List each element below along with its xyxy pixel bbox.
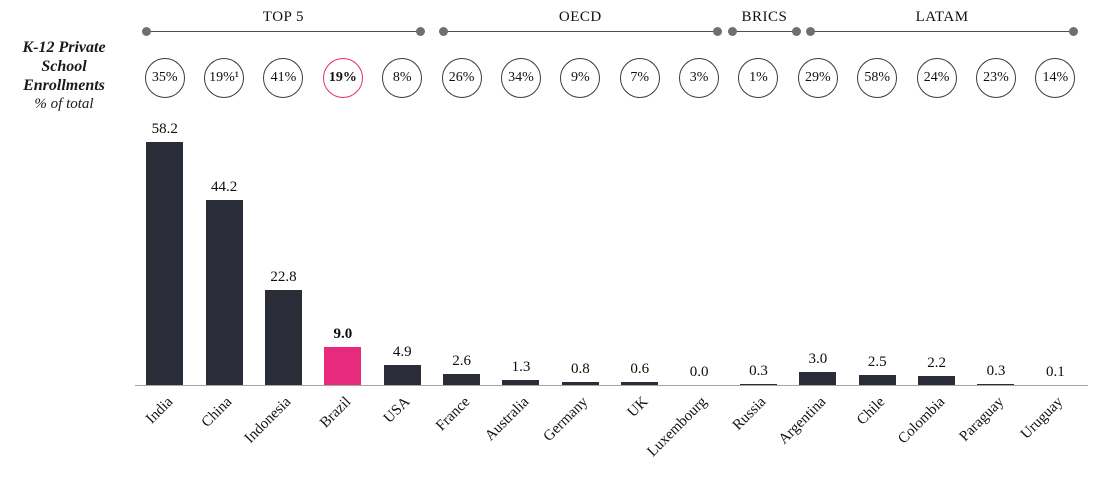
bar-value-label: 0.3 bbox=[749, 363, 768, 379]
chart-title-line: K-12 Private bbox=[22, 39, 106, 56]
stat-circle-label: 3% bbox=[689, 70, 709, 85]
bar bbox=[264, 290, 302, 385]
bar bbox=[799, 372, 837, 385]
stat-circle-label: 8% bbox=[392, 70, 412, 85]
bar-value-label: 3.0 bbox=[808, 351, 828, 367]
stat-circle: 1% bbox=[738, 58, 779, 98]
x-axis-line bbox=[135, 385, 1088, 386]
stat-circle-label: 24% bbox=[923, 70, 950, 85]
group-dot-right bbox=[415, 27, 425, 36]
stat-circle: 41% bbox=[263, 58, 304, 98]
stat-circle: 19% bbox=[322, 58, 363, 98]
chart-subtitle: % of total bbox=[34, 96, 94, 112]
stat-circle: 26% bbox=[441, 58, 482, 98]
bar bbox=[977, 384, 1015, 385]
stat-circle-label: 35% bbox=[151, 70, 178, 85]
bar-value-label: 44.2 bbox=[210, 179, 238, 195]
group-dot-right bbox=[791, 27, 801, 36]
group-label: TOP 5 bbox=[262, 9, 305, 25]
bar bbox=[383, 365, 421, 385]
bar-value-label: 2.2 bbox=[927, 355, 946, 371]
group-bracket-line bbox=[443, 31, 718, 32]
stat-circle-label: 23% bbox=[983, 70, 1009, 85]
stat-circle-label: 58% bbox=[864, 70, 891, 85]
bar bbox=[858, 375, 896, 385]
stat-circle-label: 1% bbox=[749, 70, 768, 85]
stat-circle: 3% bbox=[679, 58, 720, 98]
stat-circle: 23% bbox=[975, 58, 1016, 98]
stat-circle: 7% bbox=[619, 58, 660, 98]
group-dot-right bbox=[712, 27, 722, 36]
group-dot-left bbox=[439, 27, 449, 36]
stat-circle: 34% bbox=[500, 58, 541, 98]
group-dot-left bbox=[806, 27, 816, 36]
stat-circle-label: 29% bbox=[804, 70, 831, 85]
bar-value-label: 0.8 bbox=[570, 361, 590, 377]
bar bbox=[739, 384, 777, 385]
chart-title-line: Enrollments bbox=[23, 77, 105, 94]
bar-value-label: 2.6 bbox=[452, 353, 471, 369]
stat-circle-label: 41% bbox=[270, 70, 297, 85]
stat-circle-label: 34% bbox=[508, 70, 534, 85]
group-dot-right bbox=[1068, 27, 1078, 36]
chart-title: K-12 Private School Enrollments % of tot… bbox=[0, 38, 128, 114]
bar-value-label: 4.9 bbox=[392, 344, 412, 360]
stat-circle-label: 9% bbox=[570, 70, 590, 85]
bar-value-label: 22.8 bbox=[270, 269, 297, 285]
stat-circle: 58% bbox=[857, 58, 898, 98]
group-label: LATAM bbox=[915, 9, 969, 25]
bar bbox=[443, 374, 481, 385]
bar bbox=[324, 347, 362, 385]
stat-circle-label: 19%¹ bbox=[209, 70, 239, 85]
group-bracket-line bbox=[810, 31, 1074, 32]
group-bracket-line bbox=[732, 31, 797, 32]
group-dot-left bbox=[142, 27, 152, 36]
stat-circle-label: 26% bbox=[448, 70, 475, 85]
bar bbox=[561, 382, 599, 385]
bar bbox=[621, 382, 659, 385]
stat-circle: 9% bbox=[560, 58, 601, 98]
bar-value-label: 9.0 bbox=[333, 326, 353, 342]
bar bbox=[205, 200, 243, 385]
group-label: OECD bbox=[558, 9, 602, 25]
bar-value-label: 58.2 bbox=[151, 121, 178, 137]
bar-value-label: 2.5 bbox=[867, 354, 887, 370]
bar-value-label: 1.3 bbox=[511, 359, 531, 375]
stat-circle: 35% bbox=[144, 58, 185, 98]
stat-circle: 29% bbox=[797, 58, 838, 98]
chart-title-line: School bbox=[41, 58, 87, 75]
bar-value-label: 0.1 bbox=[1045, 364, 1065, 380]
bar-value-label: 0.6 bbox=[630, 361, 650, 377]
group-dot-left bbox=[727, 27, 737, 36]
stat-circle-label: 7% bbox=[630, 70, 650, 85]
bar bbox=[918, 376, 956, 385]
bar bbox=[502, 380, 540, 385]
stat-circle: 14% bbox=[1035, 58, 1076, 98]
stat-circle: 19%¹ bbox=[204, 58, 245, 98]
stat-circle-label: 14% bbox=[1042, 70, 1069, 85]
bar-value-label: 0.3 bbox=[986, 363, 1006, 379]
bar bbox=[146, 142, 184, 385]
group-label: BRICS bbox=[741, 9, 788, 25]
stat-circle: 24% bbox=[916, 58, 957, 98]
group-bracket-line bbox=[146, 31, 421, 32]
bar-value-label: 0.0 bbox=[689, 364, 709, 380]
stat-circle: 8% bbox=[382, 58, 423, 98]
stat-circle-label: 19% bbox=[328, 70, 357, 85]
